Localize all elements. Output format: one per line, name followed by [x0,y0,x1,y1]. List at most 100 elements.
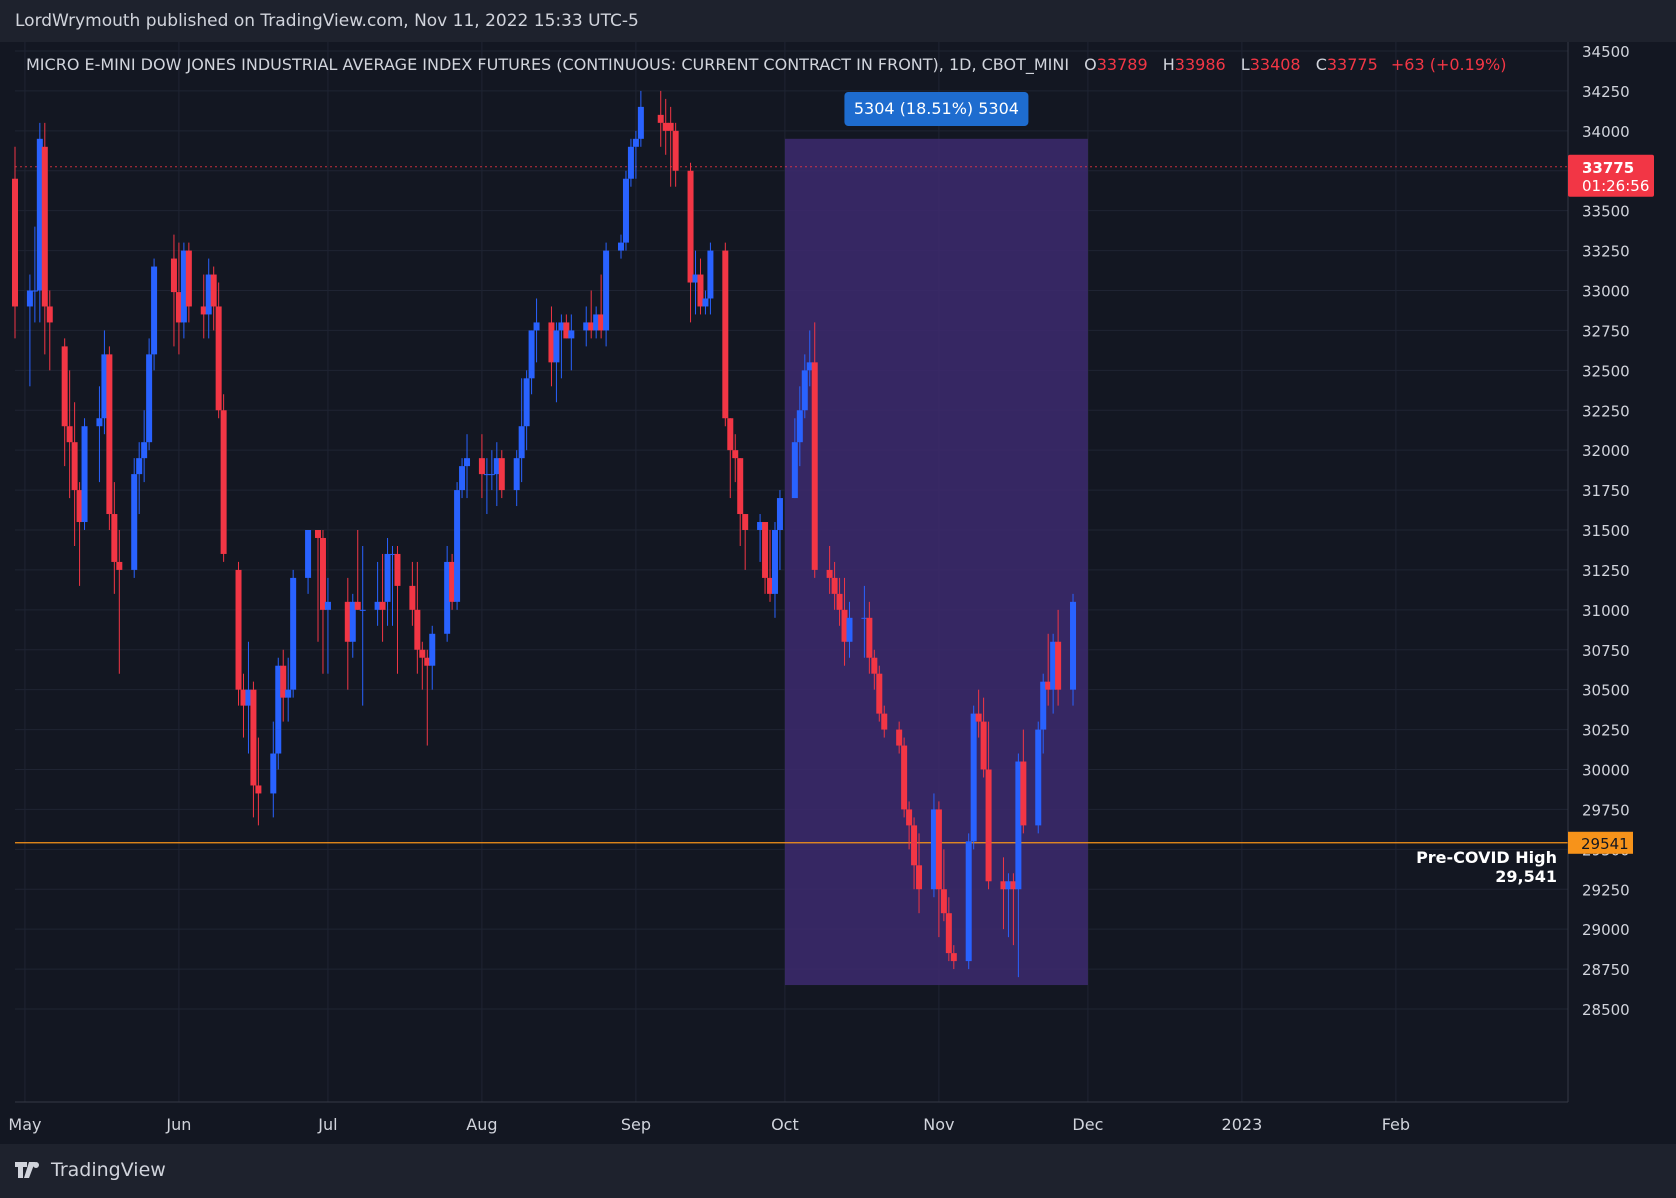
price-tick-label: 29750 [1582,801,1630,819]
candle [344,577,351,690]
candle [791,418,798,499]
candle-body [975,713,982,722]
price-tick-label: 32000 [1582,442,1630,460]
publisher-bar: LordWrymouth published on TradingView.co… [0,0,1676,42]
candle [727,418,734,499]
candle [205,258,212,339]
candle-body [846,617,853,642]
candle [771,522,778,618]
candle [290,569,297,698]
candle [1045,633,1052,706]
candle [1040,673,1047,754]
tradingview-logo[interactable]: TradingView [15,1159,166,1181]
candle-body [498,458,505,491]
candle-body [285,689,292,698]
candle [871,649,878,690]
candle-body [911,825,918,866]
candle [101,330,108,435]
candle [1020,729,1027,834]
candle [141,410,148,483]
chart-frame[interactable]: 5304 (18.51%) 5304 Pre-COVID High 29,541 34… [0,42,1676,1144]
candles [12,90,1077,978]
candle [742,514,749,570]
candle-body [568,330,575,339]
candle-body [250,689,257,786]
symbol-legend: MICRO E-MINI DOW JONES INDUSTRIAL AVERAG… [26,55,1506,74]
time-tick-label: Nov [923,1115,954,1134]
candle [444,545,451,642]
candle-body [558,322,565,331]
candle-body [215,306,222,411]
candle-body [702,298,709,307]
candle-body [76,490,83,523]
candle [975,689,982,738]
candle-body [454,490,461,602]
candle-body [916,865,923,890]
published-by-text: LordWrymouth published on TradingView.co… [15,11,639,31]
candle [1050,633,1057,714]
candle-body [935,809,942,890]
candle [866,601,873,674]
time-tick-label: Jun [165,1115,191,1134]
candle [324,577,331,674]
candle-body [632,138,639,147]
price-tick-label: 31000 [1582,602,1630,620]
candle-body [627,146,634,179]
candle-body [563,322,570,339]
candle-body [637,106,644,139]
candle-body [1005,881,1012,890]
candle-body [518,426,525,459]
candle [528,330,535,395]
candle-body [657,114,664,123]
candle-body [930,809,937,890]
candle [454,482,461,610]
candle [76,482,83,586]
candle-body [841,609,848,642]
candle-body [384,553,391,602]
candle [116,530,123,674]
candle [429,625,436,690]
candle-body [210,274,217,307]
candle-body [980,721,987,770]
candle [96,386,103,483]
candle-body [354,601,361,610]
candle-body [881,713,888,730]
candle [315,530,321,642]
candle-body [1015,761,1022,890]
candle [568,314,575,371]
price-axis-bg [1568,42,1676,1144]
candle-body [528,330,535,379]
candle-body [12,178,18,307]
candle-body [618,242,624,251]
price-tick-label: 29000 [1582,921,1630,939]
candle [548,306,555,387]
candle [965,833,972,970]
candle-body [488,474,495,476]
candle [235,561,242,706]
candle-body [940,889,947,914]
candle [424,649,431,746]
candle [826,545,833,594]
candle-body [1020,761,1027,826]
candle-body [394,553,401,586]
candle [1000,857,1007,930]
candle-body [349,601,356,642]
candle [255,737,262,826]
candle [876,665,883,722]
candle-body [414,609,421,650]
candle-body [235,569,242,690]
annotation-title: Pre-COVID High [1416,848,1557,867]
candle [1035,721,1042,834]
level-axis-tag-text: 29541 [1581,835,1629,853]
candle [558,314,565,379]
candle-body [806,362,813,371]
candle [394,545,401,674]
candle [757,514,764,562]
candle-body [742,514,749,530]
open-label: O [1084,55,1097,74]
candle [563,314,570,339]
candle-body [762,522,769,578]
candle [632,130,639,179]
